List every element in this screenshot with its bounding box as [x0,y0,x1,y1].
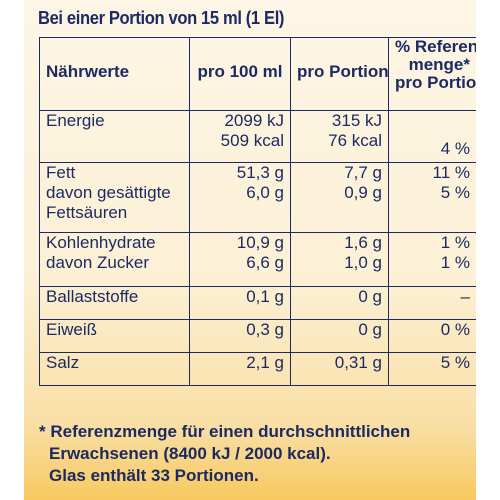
nutrition-table: Nährwerte pro 100 ml pro Portion % Refer… [39,37,476,386]
value-per-portion: 7,7 g [344,163,382,182]
value-per-100: 6,6 g [246,253,284,272]
portion-header: Bei einer Portion von 15 ml (1 El) [38,8,285,28]
value-per-portion: 1,6 g [344,233,382,252]
header-reference-line: pro Portion [395,73,476,92]
value-reference: 11 % [432,163,471,182]
value-per-100: 0,1 g [189,286,291,320]
footnote: * Referenzmenge für einen durchschnittli… [39,421,476,487]
value-reference: – [388,286,476,320]
nutrient-label: Salz [39,352,190,386]
row-fat: Fett davon gesättigte Fettsäuren 51,3 g … [39,162,476,233]
value-per-100: 2099 kJ [224,111,284,130]
header-reference-line: % Referenz- [395,37,476,56]
footnote-line: Erwachsenen (8400 kJ / 2000 kcal). [49,444,331,463]
row-carbohydrates: Kohlenhydrate davon Zucker 10,9 g 6,6 g … [39,232,476,287]
nutrient-label: Eiweiß [39,319,190,353]
value-reference: 1 % [440,233,470,252]
value-per-portion: 76 kcal [328,131,382,150]
value-per-portion: 0,9 g [344,183,382,202]
nutrient-sublabel: davon gesättigte [46,183,171,202]
value-per-portion: 1,0 g [344,253,382,272]
value-per-100: 509 kcal [220,131,284,150]
header-reference: % Referenz- menge* pro Portion [388,37,476,111]
value-per-100: 10,9 g [236,233,284,252]
footnote-line: Glas enthält 33 Portionen. [49,466,259,485]
row-fiber: Ballaststoffe 0,1 g 0 g – [39,286,476,320]
value-per-portion: 0 g [290,286,389,320]
header-per-portion: pro Portion [290,37,389,111]
value-reference: 4 % [440,139,470,158]
value-per-100: 6,0 g [246,183,284,202]
value-per-portion: 0 g [290,319,389,353]
value-per-100: 0,3 g [189,319,291,353]
nutrient-label: Fett [46,163,76,182]
table-header-row: Nährwerte pro 100 ml pro Portion % Refer… [39,37,476,111]
value-per-portion: 0,31 g [290,352,389,386]
value-reference: 1 % [440,253,470,272]
value-reference: 0 % [388,319,476,353]
value-reference: 5 % [388,352,476,386]
footnote-line: * Referenzmenge für einen durchschnittli… [39,422,411,441]
nutrition-label: Bei einer Portion von 15 ml (1 El) Nährw… [24,0,476,500]
row-energy: Energie 2099 kJ 509 kcal 315 kJ 76 kcal … [39,110,476,163]
value-per-100: 51,3 g [236,163,284,182]
row-protein: Eiweiß 0,3 g 0 g 0 % [39,319,476,353]
header-per-100ml: pro 100 ml [189,37,291,111]
nutrient-label: Energie [46,111,105,130]
header-reference-line: menge* [408,55,470,74]
value-per-100: 2,1 g [189,352,291,386]
nutrient-sublabel: davon Zucker [46,253,149,272]
value-reference: 5 % [440,183,470,202]
value-per-portion: 315 kJ [331,111,382,130]
nutrient-label: Kohlenhydrate [46,233,156,252]
row-salt: Salz 2,1 g 0,31 g 5 % [39,352,476,386]
nutrient-label: Ballaststoffe [39,286,190,320]
header-nutrients: Nährwerte [39,37,190,111]
nutrient-sublabel: Fettsäuren [46,203,128,222]
